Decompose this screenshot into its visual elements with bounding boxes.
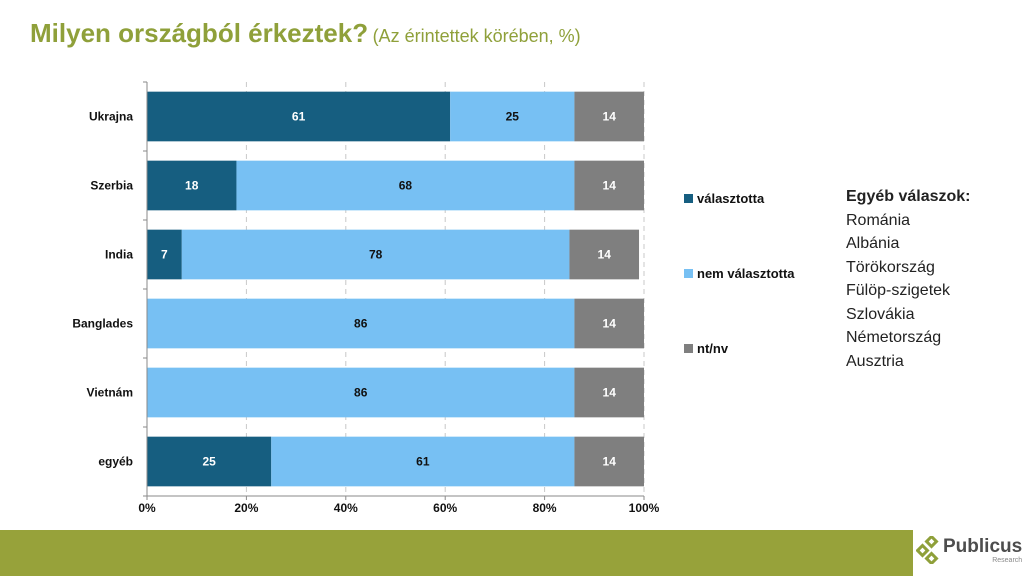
bar-segment <box>271 436 575 487</box>
bar-segment <box>574 160 644 211</box>
data-label: 7 <box>161 248 168 262</box>
other-answers: Egyéb válaszok: Románia Albánia Törökors… <box>846 185 971 373</box>
bar-segment <box>147 160 237 211</box>
logo-diamonds-icon <box>916 536 939 564</box>
x-tick-label: 100% <box>629 501 660 515</box>
legend-label: nem választotta <box>697 266 795 281</box>
data-label: 14 <box>603 179 617 193</box>
data-label: 25 <box>506 110 520 124</box>
data-label: 86 <box>354 386 368 400</box>
logo-name: Publicus <box>943 535 1023 557</box>
data-label: 61 <box>292 110 306 124</box>
bar-segment <box>147 436 272 487</box>
data-label: 61 <box>416 455 430 469</box>
publicus-logo: Publicus Research <box>916 536 1022 564</box>
category-label: Szerbia <box>90 179 133 193</box>
bar-segment <box>147 298 575 349</box>
other-answer-item: Szlovákia <box>846 305 915 323</box>
footer-band <box>0 530 913 576</box>
legend-label: választotta <box>697 191 765 206</box>
legend-item-dk: nt/nv <box>684 341 728 356</box>
bar-segment <box>147 91 451 142</box>
category-label: Banglades <box>72 317 133 331</box>
data-label: 14 <box>598 248 612 262</box>
legend-swatch-dk <box>684 344 693 353</box>
page-title: Milyen országból érkeztek? (Az érintette… <box>30 18 581 49</box>
legend-swatch-chose <box>684 194 693 203</box>
category-label: India <box>105 248 133 262</box>
x-tick-label: 20% <box>234 501 258 515</box>
category-label: Vietnám <box>87 386 133 400</box>
bar-segment <box>147 229 182 280</box>
x-tick-label: 40% <box>334 501 358 515</box>
x-tick-label: 60% <box>433 501 457 515</box>
legend-label: nt/nv <box>697 341 729 356</box>
title-main: Milyen országból érkeztek? <box>30 18 369 48</box>
other-answer-item: Ausztria <box>846 352 904 370</box>
bar-segment <box>574 436 644 487</box>
other-answer-item: Németország <box>846 329 942 346</box>
bar-segment <box>147 367 575 418</box>
bar-segment <box>574 367 644 418</box>
bar-segment <box>450 91 575 142</box>
x-tick-label: 80% <box>533 501 557 515</box>
bar-segment <box>569 229 640 280</box>
data-label: 78 <box>369 248 383 262</box>
legend-item-not-chose: nem választotta <box>684 266 795 281</box>
category-label: Ukrajna <box>89 110 133 124</box>
other-answers-header: Egyéb válaszok: <box>846 188 971 205</box>
legend-swatch-not-chose <box>684 269 693 278</box>
other-answer-item: Törökország <box>846 258 935 276</box>
data-label: 68 <box>399 179 413 193</box>
bar-segment <box>181 229 570 280</box>
data-label: 14 <box>603 317 617 331</box>
other-answer-item: Románia <box>846 211 911 229</box>
data-label: 25 <box>202 455 216 469</box>
data-label: 18 <box>185 179 199 193</box>
bar-segment <box>574 91 644 142</box>
legend-item-chose: választotta <box>684 191 764 206</box>
bar-segment <box>236 160 575 211</box>
logo-sub: Research <box>992 556 1023 564</box>
data-label: 14 <box>603 110 617 124</box>
data-label: 14 <box>603 386 617 400</box>
category-label: egyéb <box>98 455 133 469</box>
title-sub: (Az érintettek körében, %) <box>372 26 581 46</box>
data-label: 14 <box>603 455 617 469</box>
other-answer-item: Albánia <box>846 235 900 252</box>
x-tick-label: 0% <box>138 501 156 515</box>
data-label: 86 <box>354 317 368 331</box>
bar-segment <box>574 298 644 349</box>
other-answer-item: Fülöp-szigetek <box>846 282 951 299</box>
